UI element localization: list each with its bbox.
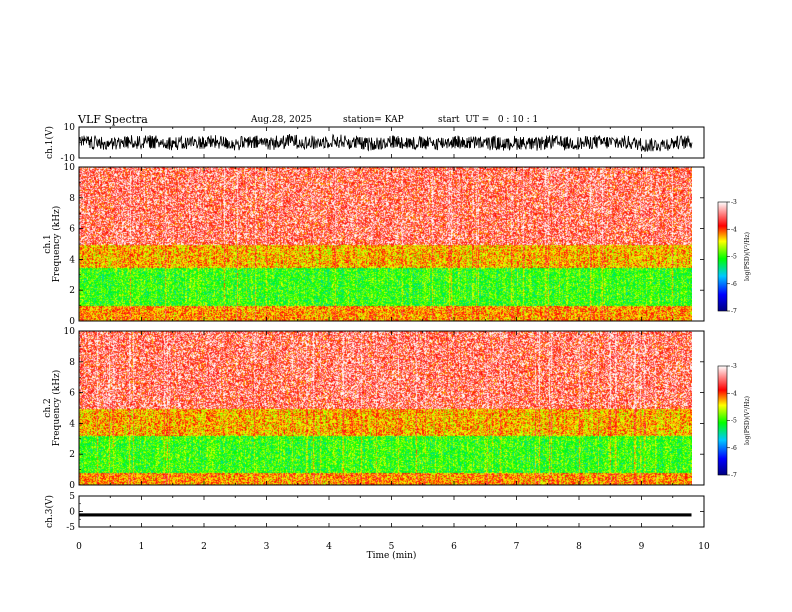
ch3-wave-ytick: 5 [69,492,75,502]
figure-title: VLF Spectra [78,113,148,126]
ch2-spec-ytick: 4 [69,419,75,429]
ch1-spec-ytick: 4 [69,255,75,265]
ch1-spec-ytick: 2 [69,286,75,296]
ch1-colorbar-tick: -4 [731,226,737,233]
ch1-wave-ylabel: ch.1(V) [44,126,55,159]
ch1-spectrogram-image [79,167,692,321]
x-tick-label: 5 [389,542,395,552]
ch2-colorbar-tick: -6 [731,445,737,452]
date-label: Aug.28, 2025 [251,115,312,125]
ch2-colorbar [717,365,728,476]
ch1-waveform-trace [78,133,693,153]
ch1-colorbar-tick: -5 [731,254,737,261]
x-tick-label: 2 [201,542,207,552]
ch3-wave-ylabel: ch.3(V) [44,495,55,528]
x-tick-label: 6 [451,542,457,552]
ch1-colorbar-tick: -7 [731,308,737,315]
x-tick-label: 7 [514,542,520,552]
ch1-wave-ytick: 10 [64,123,76,133]
x-tick-label: 3 [264,542,270,552]
ch2-colorbar-tick: -3 [731,363,737,370]
x-axis-label: Time (min) [367,550,417,561]
ch2-spec-ytick: 2 [69,450,75,460]
ch2-spectrogram-image [79,331,692,485]
ch2-colorbar-tick: -4 [731,390,737,397]
ch1-colorbar-label: log(PSD)(V²/Hz) [744,232,751,281]
x-tick-label: 10 [698,542,710,552]
ch3-waveform-trace [79,513,692,517]
ch1-spec-ytick: 10 [64,163,76,173]
ch2-spec-ytick: 8 [69,358,75,368]
ch2-colorbar-tick: -7 [731,472,737,479]
ch3-wave-frame [78,495,705,528]
start-ut-label: start UT = 0 : 10 : 1 [438,115,539,125]
ch2-spec-ylabel-channel: ch.2 [43,398,53,417]
station-label: station= KAP [343,115,404,125]
ch3-wave-ytick: 0 [69,508,75,518]
ch2-spec-ytick: 10 [64,327,76,337]
ch1-spec-ytick: 8 [69,194,75,204]
ch2-colorbar-label: log(PSD)(V²/Hz) [744,396,751,445]
ch1-spec-ylabel: Frequency (kHz) [51,206,62,283]
ch1-wave-ytick: -10 [61,154,76,164]
ch2-colorbar-tick: -5 [731,418,737,425]
x-tick-label: 1 [139,542,145,552]
x-tick-label: 0 [76,542,82,552]
ch2-spec-ytick: 0 [69,481,75,491]
ch1-colorbar-tick: -3 [731,199,737,206]
ch1-spec-ytick: 6 [69,225,75,235]
ch1-colorbar [717,201,728,312]
x-tick-label: 4 [326,542,332,552]
ch1-spec-ylabel-channel: ch.1 [43,234,53,253]
ch2-spec-ylabel: Frequency (kHz) [51,370,62,447]
x-tick-label: 9 [639,542,645,552]
ch3-wave-ytick: -5 [66,523,75,533]
ch2-spec-ytick: 6 [69,389,75,399]
x-tick-label: 8 [576,542,582,552]
ch1-spec-ytick: 0 [69,317,75,327]
ch1-colorbar-tick: -6 [731,281,737,288]
